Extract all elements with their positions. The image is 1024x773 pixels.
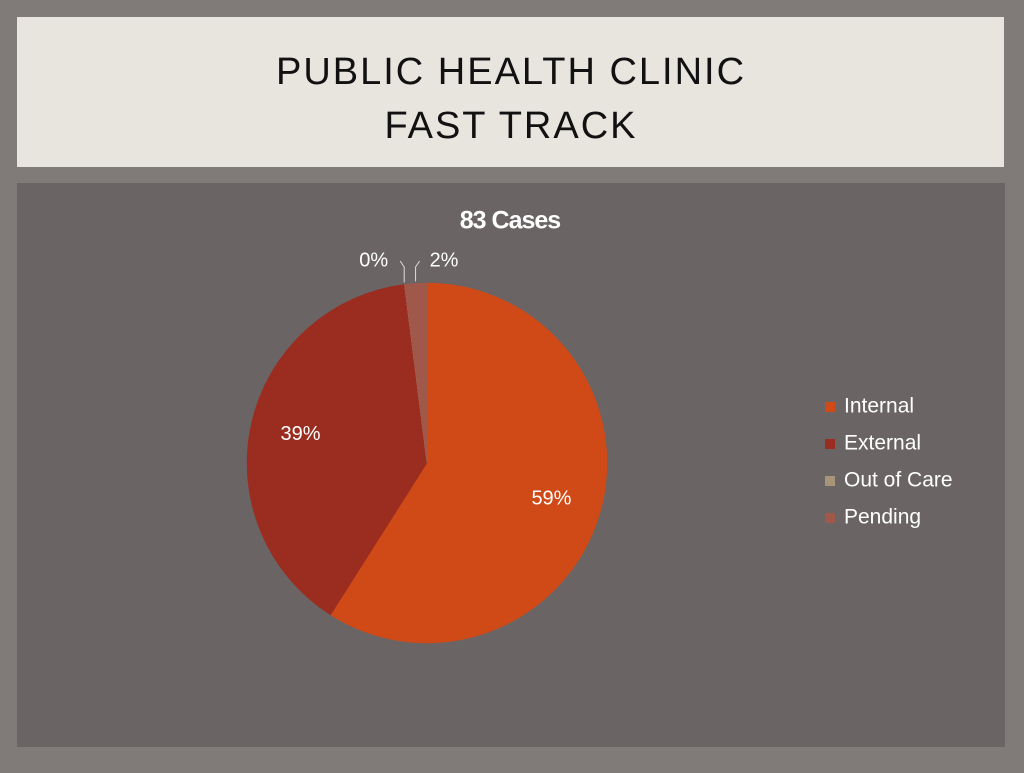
legend-swatch	[825, 402, 835, 412]
pie-slice	[246, 284, 428, 616]
slide-title: FAST TRACK	[385, 105, 638, 147]
legend-label: Out of Care	[844, 469, 953, 492]
pie-slice	[404, 282, 428, 464]
slide-title: PUBLIC HEALTH CLINIC	[276, 51, 746, 93]
pie-slice	[330, 282, 608, 644]
legend-swatch	[825, 513, 835, 523]
leader-line	[399, 260, 405, 283]
data-label: 59%	[531, 487, 571, 509]
data-label: 2%	[430, 249, 459, 271]
legend-label: External	[844, 432, 921, 455]
chart-title: 83 Cases	[460, 207, 561, 235]
leader-line	[415, 260, 420, 282]
legend-label: Pending	[844, 506, 921, 529]
header-box	[17, 17, 1004, 167]
data-label: 39%	[281, 423, 321, 445]
legend-label: Internal	[844, 395, 914, 418]
legend-swatch	[825, 439, 835, 449]
data-label: 0%	[359, 249, 388, 271]
legend-swatch	[825, 476, 835, 486]
